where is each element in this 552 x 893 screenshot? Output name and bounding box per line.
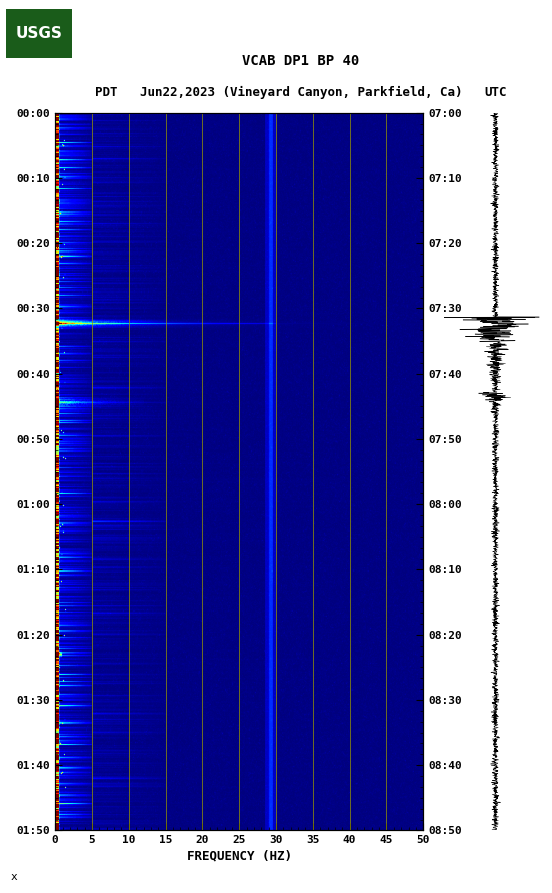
Text: VCAB DP1 BP 40: VCAB DP1 BP 40 [242, 54, 359, 68]
Text: x: x [11, 872, 18, 881]
X-axis label: FREQUENCY (HZ): FREQUENCY (HZ) [187, 849, 292, 863]
Text: USGS: USGS [15, 26, 62, 41]
Text: PDT: PDT [94, 86, 117, 99]
Text: Jun22,2023 (Vineyard Canyon, Parkfield, Ca): Jun22,2023 (Vineyard Canyon, Parkfield, … [140, 86, 462, 99]
Text: UTC: UTC [485, 86, 507, 99]
